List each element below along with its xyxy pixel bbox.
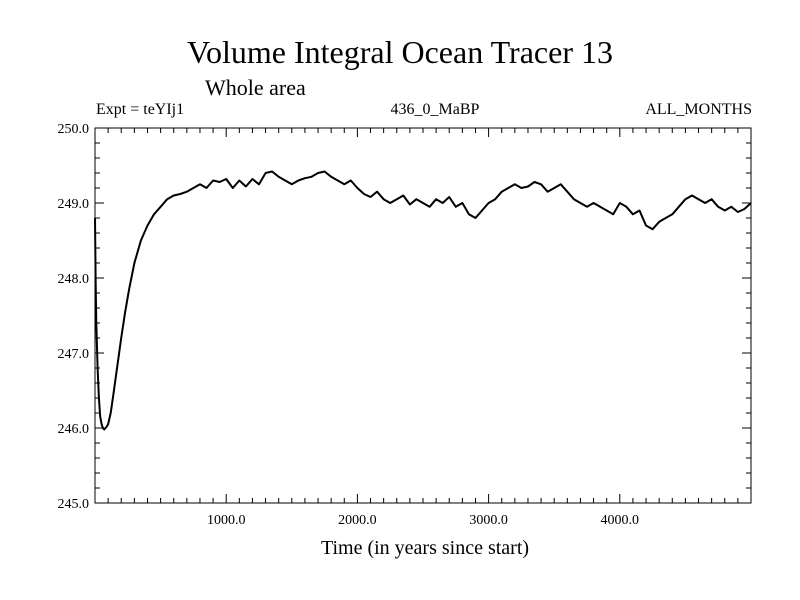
chart-subtitle: Whole area xyxy=(205,75,306,100)
y-tick-label: 245.0 xyxy=(58,497,90,512)
x-tick-label: 2000.0 xyxy=(338,513,377,528)
y-tick-label: 248.0 xyxy=(58,272,90,287)
plot-frame xyxy=(94,127,752,504)
months-label: ALL_MONTHS xyxy=(645,101,752,118)
y-tick-label: 250.0 xyxy=(58,122,90,137)
chart-title: Volume Integral Ocean Tracer 13 xyxy=(187,34,613,70)
period-label: 436_0_MaBP xyxy=(390,101,480,118)
y-tick-label: 249.0 xyxy=(58,197,90,212)
x-tick-label: 3000.0 xyxy=(469,513,508,528)
x-tick-label: 4000.0 xyxy=(601,513,640,528)
y-tick-label: 246.0 xyxy=(58,422,90,437)
experiment-label: Expt = teYIj1 xyxy=(96,101,185,118)
x-tick-label: 1000.0 xyxy=(207,513,246,528)
series-line xyxy=(94,170,752,431)
x-axis-label: Time (in years since start) xyxy=(320,537,530,559)
y-tick-label: 247.0 xyxy=(58,347,90,362)
